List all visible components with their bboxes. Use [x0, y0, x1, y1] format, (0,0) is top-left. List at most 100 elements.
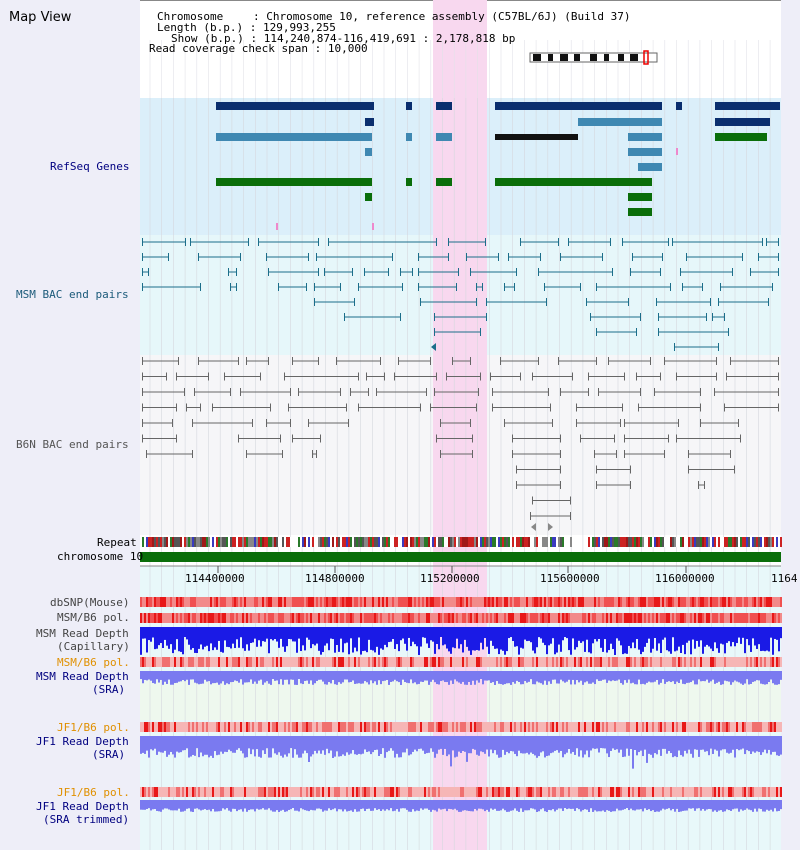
polymorphism-block	[398, 657, 400, 667]
track-label-msm-depth-sra[interactable]: MSM Read Depth	[36, 670, 129, 683]
read-depth-bar	[522, 736, 524, 754]
read-depth-bar	[262, 800, 264, 809]
b6n-bac-end	[318, 357, 319, 365]
track-label-jf1-b6-pol-1[interactable]: JF1/B6 pol.	[57, 721, 130, 734]
read-depth-bar	[222, 736, 224, 754]
track-label-msm-b6-pol-2[interactable]: MSM/B6 pol.	[57, 656, 130, 669]
polymorphism-block	[266, 613, 268, 623]
polymorphism-block	[172, 787, 174, 797]
polymorphism-block	[550, 722, 552, 732]
polymorphism-block	[546, 787, 548, 797]
msm-bac-end	[514, 283, 515, 291]
read-depth-bar	[750, 800, 752, 811]
read-depth-bar	[372, 736, 374, 753]
polymorphism-block	[352, 613, 354, 623]
read-depth-bar	[176, 627, 178, 640]
read-depth-bar	[736, 736, 738, 750]
read-depth-bar	[546, 800, 548, 812]
polymorphism-block	[496, 722, 498, 732]
polymorphism-block	[348, 657, 350, 667]
repeat-block	[342, 537, 344, 547]
read-depth-bar	[334, 671, 336, 685]
msm-bac-end	[388, 268, 389, 276]
read-depth-bar	[252, 671, 254, 684]
polymorphism-block	[564, 613, 566, 623]
polymorphism-block	[222, 657, 224, 667]
read-depth-bar	[380, 736, 382, 754]
polymorphism-block	[490, 597, 492, 607]
track-label-jf1-b6-pol-2[interactable]: JF1/B6 pol.	[57, 786, 130, 799]
msm-bac-end	[508, 253, 509, 261]
polymorphism-block	[676, 657, 678, 667]
read-depth-bar	[744, 627, 746, 654]
polymorphism-block	[418, 722, 420, 732]
msm-bac-end	[200, 283, 201, 291]
polymorphism-block	[680, 597, 682, 607]
read-depth-bar	[328, 800, 330, 809]
track-label-repeat[interactable]: Repeat	[97, 536, 137, 549]
polymorphism-block	[434, 597, 436, 607]
repeat-block	[162, 537, 164, 547]
read-depth-bar	[418, 627, 420, 655]
repeat-block	[192, 537, 194, 547]
polymorphism-block	[614, 722, 616, 732]
polymorphism-block	[612, 613, 614, 623]
read-depth-bar	[440, 627, 442, 638]
read-depth-bar	[730, 627, 732, 647]
polymorphism-block	[396, 722, 398, 732]
polymorphism-block	[318, 657, 320, 667]
read-depth-bar	[386, 627, 388, 648]
polymorphism-block	[206, 722, 208, 732]
read-depth-bar	[766, 736, 768, 754]
track-label-msm-bac[interactable]: MSM BAC end pairs	[16, 288, 129, 301]
track-label-b6n-bac[interactable]: B6N BAC end pairs	[16, 438, 129, 451]
read-depth-bar	[426, 800, 428, 809]
read-depth-bar	[494, 800, 496, 809]
msm-bac-end	[632, 253, 633, 261]
polymorphism-block	[182, 657, 184, 667]
polymorphism-block	[146, 657, 148, 667]
track-label-chromosome[interactable]: chromosome 10	[57, 550, 144, 563]
chromosome-value-row: : Chromosome 10, reference assembly (C57…	[253, 10, 631, 23]
read-depth-bar	[724, 671, 726, 681]
repeat-block	[190, 537, 192, 547]
track-label-msm-b6-pol-1[interactable]: MSM/B6 pol.	[57, 611, 130, 624]
polymorphism-block	[776, 657, 778, 667]
polymorphism-block	[174, 597, 176, 607]
polymorphism-block	[174, 722, 176, 732]
polymorphism-block	[220, 597, 222, 607]
polymorphism-block	[362, 657, 364, 667]
read-depth-bar	[442, 736, 444, 755]
repeat-block	[222, 537, 224, 547]
polymorphism-block	[572, 597, 574, 607]
polymorphism-block	[712, 722, 714, 732]
read-depth-bar	[238, 627, 240, 648]
read-depth-bar	[476, 627, 478, 650]
track-label-jf1-depth-trim[interactable]: JF1 Read Depth	[36, 800, 129, 813]
read-depth-bar	[210, 671, 212, 685]
b6n-bac-end	[398, 357, 399, 365]
track-label-refseq[interactable]: RefSeq Genes	[50, 160, 130, 173]
polymorphism-block	[600, 722, 602, 732]
read-depth-bar	[262, 736, 264, 751]
polymorphism-block	[214, 787, 216, 797]
read-depth-bar	[726, 736, 728, 753]
track-label-msm-depth-cap[interactable]: MSM Read Depth	[36, 627, 129, 640]
read-depth-bar	[668, 800, 670, 809]
b6n-bac-end	[596, 465, 597, 474]
read-depth-bar	[436, 671, 438, 685]
track-label-dbsnp[interactable]: dbSNP(Mouse)	[50, 596, 130, 609]
read-depth-bar	[512, 736, 514, 752]
read-depth-bar	[496, 671, 498, 682]
polymorphism-block	[184, 787, 186, 797]
track-label-jf1-depth-sra[interactable]: JF1 Read Depth	[36, 735, 129, 748]
polymorphism-block	[524, 613, 526, 623]
polymorphism-block	[194, 787, 196, 797]
repeat-block	[154, 537, 156, 547]
msm-bac-end	[448, 238, 449, 246]
read-depth-bar	[572, 671, 574, 680]
polymorphism-block	[556, 597, 558, 607]
polymorphism-block	[408, 597, 410, 607]
read-depth-bar	[742, 800, 744, 811]
